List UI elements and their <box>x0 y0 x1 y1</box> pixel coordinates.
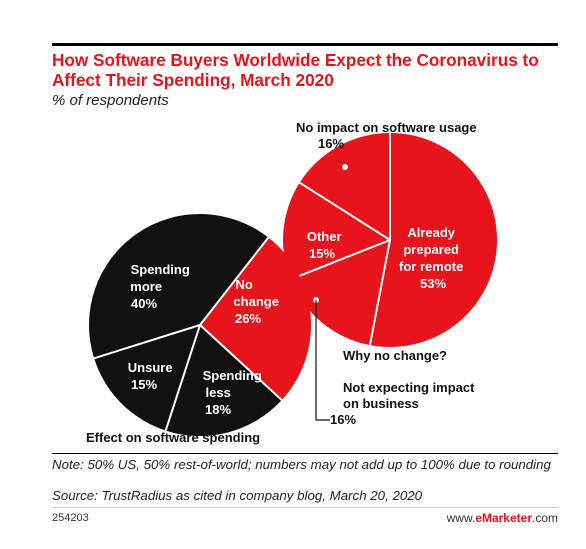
source-line: Source: TrustRadius as cited in company … <box>52 488 423 503</box>
label-already-line1: Already <box>407 225 455 240</box>
label-no-impact: No impact on software usage 16% <box>296 120 480 151</box>
left-pie-slice-no-change <box>200 237 312 401</box>
label-no-impact-value: 16% <box>318 136 344 151</box>
label-no-change-value: 26% <box>235 311 261 326</box>
right-pie-divider-2 <box>290 239 391 281</box>
right-pie-slice-not-expecting-impact-on-business <box>290 240 390 346</box>
right-pie-slice-other <box>282 182 390 280</box>
label-spending-less-line1: Spending <box>203 368 262 383</box>
label-spending-more-line2: more <box>130 279 162 294</box>
label-not-expecting-line1: Not expecting impact <box>343 380 475 395</box>
left-pie-divider-1 <box>199 324 283 401</box>
left-pie-divider-2 <box>164 324 201 431</box>
label-other-name: Other <box>307 229 342 244</box>
brand-logo[interactable]: www.eMarketer.com <box>447 511 558 525</box>
label-unsure: Unsure 15% <box>128 360 176 392</box>
callout-line-not-expecting <box>315 300 330 421</box>
left-pie-slice-spending-less <box>165 325 282 437</box>
brand-name: eMarketer <box>475 511 532 525</box>
label-other: Other 15% <box>307 229 345 261</box>
left-pie-slice-spending-more <box>88 213 269 359</box>
chart-id: 254203 <box>52 512 89 524</box>
right-pie-slice-no-impact-on-software-usage <box>299 133 390 240</box>
label-spending-more: Spending more 40% <box>130 262 193 311</box>
label-spending-less-value: 18% <box>205 402 231 417</box>
label-already-prepared: Already prepared for remote 53% <box>399 225 467 291</box>
label-not-expecting-value: 16% <box>330 412 356 427</box>
label-already-line2: prepared <box>403 242 459 257</box>
chart-subtitle: % of respondents <box>52 92 169 109</box>
left-pie-divider-3 <box>93 324 201 360</box>
right-pie-title: Why no change? <box>343 348 447 363</box>
left-pie: Spending more 40% No change 26% Unsure 1… <box>88 213 312 437</box>
chart-title: How Software Buyers Worldwide Expect the… <box>52 50 539 90</box>
label-no-change: No change 26% <box>233 277 282 326</box>
label-already-value: 53% <box>420 276 446 291</box>
label-no-change-line2: change <box>233 294 279 309</box>
label-no-change-line1: No <box>236 277 253 292</box>
top-rule <box>52 43 558 46</box>
footer-divider <box>52 507 558 508</box>
right-pie-divider-1 <box>368 239 391 346</box>
label-not-expecting: Not expecting impact on business 16% <box>330 380 478 427</box>
right-pie-slice-already-prepared-for-remote <box>369 133 498 348</box>
label-not-expecting-line2: on business <box>343 396 419 411</box>
footnote: Note: 50% US, 50% rest-of-world; numbers… <box>52 457 551 472</box>
right-pie-divider-3 <box>299 181 391 241</box>
label-already-line3: for remote <box>399 259 463 274</box>
label-unsure-value: 15% <box>131 377 157 392</box>
label-no-impact-name: No impact on software usage <box>296 120 477 135</box>
label-other-value: 15% <box>309 246 335 261</box>
label-spending-less: Spending less 18% <box>203 368 266 417</box>
footer-rule <box>52 453 558 454</box>
label-spending-more-value: 40% <box>131 296 157 311</box>
label-spending-more-line1: Spending <box>131 262 190 277</box>
brand-suffix: .com <box>531 511 558 525</box>
brand-prefix: www. <box>446 511 476 525</box>
label-unsure-name: Unsure <box>128 360 173 375</box>
right-pie: Already prepared for remote 53% Other 15… <box>282 133 498 421</box>
left-pie-divider-0 <box>199 236 270 326</box>
left-pie-title: Effect on software spending <box>86 430 260 445</box>
label-spending-less-line2: less <box>206 385 231 400</box>
callout-dot-no-impact <box>342 164 348 170</box>
